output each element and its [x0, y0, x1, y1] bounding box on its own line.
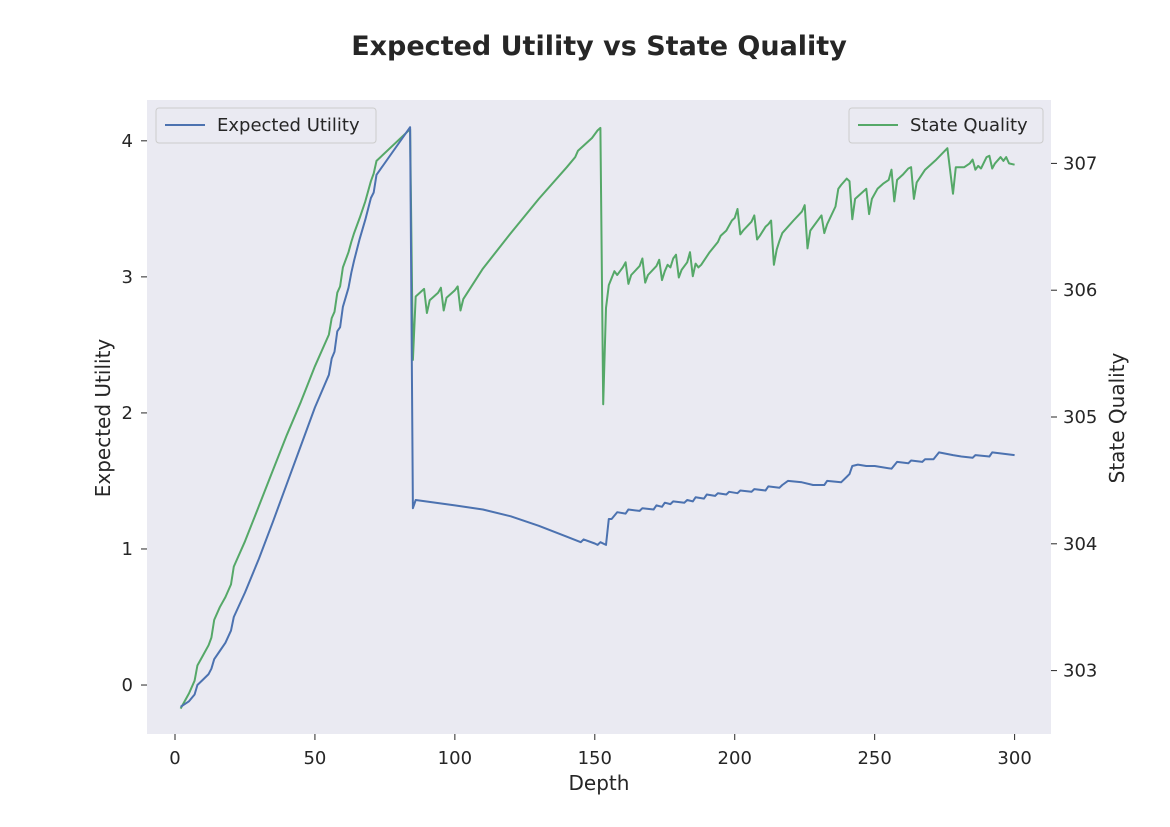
- x-tick-label: 200: [718, 748, 752, 769]
- y-left-tick-label: 0: [122, 675, 133, 696]
- plot-area: [147, 100, 1051, 734]
- legend-left: Expected Utility: [155, 107, 377, 144]
- x-axis-label: Depth: [569, 771, 630, 795]
- y-right-tick-label: 305: [1063, 407, 1097, 428]
- x-tick-label: 250: [857, 748, 891, 769]
- y-left-tick-label: 3: [122, 267, 133, 288]
- series-line-state-quality: [179, 126, 1015, 710]
- legend-right-box: [848, 107, 1044, 144]
- legend-right: State Quality: [848, 107, 1044, 144]
- x-axis-ticks: 0 50 100 150 200 250 300: [169, 734, 1032, 769]
- y-left-tick-label: 1: [122, 539, 133, 560]
- chart-title: Expected Utility vs State Quality: [351, 31, 847, 62]
- y-axis-left-label: Expected Utility: [91, 339, 115, 498]
- y-right-tick-label: 307: [1063, 153, 1097, 174]
- x-tick-label: 50: [303, 748, 326, 769]
- series-line-expected-utility: [180, 126, 1015, 708]
- x-tick-label: 150: [578, 748, 612, 769]
- y-left-tick-label: 2: [122, 403, 133, 424]
- legend-left-box: [155, 107, 377, 144]
- x-tick-label: 0: [169, 748, 180, 769]
- series-layer: [179, 126, 1015, 710]
- legend-label-state-quality: State Quality: [910, 115, 1028, 136]
- y-right-tick-label: 304: [1063, 534, 1097, 555]
- y-axis-right-label: State Quality: [1105, 352, 1129, 483]
- y-axis-right-ticks: 303 304 305 306 307: [1051, 153, 1097, 682]
- y-right-tick-label: 303: [1063, 661, 1097, 682]
- y-axis-left-ticks: 0 1 2 3 4: [122, 131, 147, 696]
- x-tick-label: 300: [997, 748, 1031, 769]
- y-left-tick-label: 4: [122, 131, 133, 152]
- legend-label-expected-utility: Expected Utility: [217, 115, 360, 136]
- x-tick-label: 100: [438, 748, 472, 769]
- y-right-tick-label: 306: [1063, 280, 1097, 301]
